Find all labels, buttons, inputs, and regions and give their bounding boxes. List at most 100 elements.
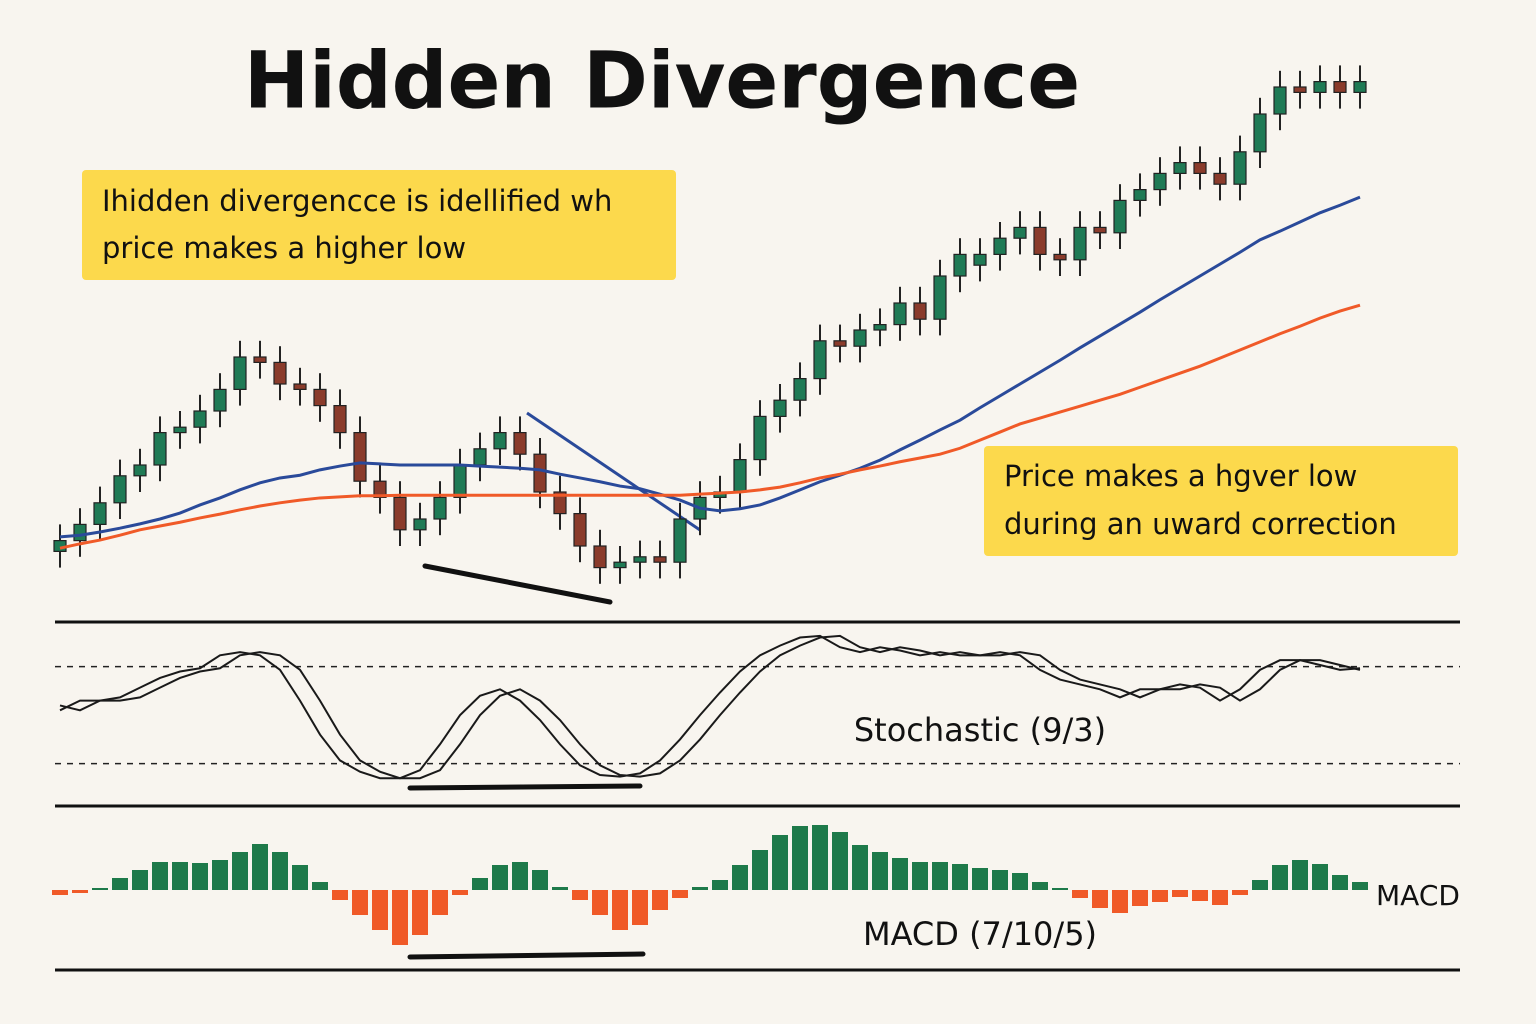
histogram-bar <box>612 890 628 930</box>
candle-body <box>1313 80 1327 93</box>
histogram-bar <box>1112 890 1128 913</box>
histogram-bar <box>172 862 188 890</box>
candle-body <box>1033 226 1047 255</box>
candle-body <box>193 410 207 428</box>
candle-body <box>253 356 267 364</box>
candle-body <box>1193 162 1207 175</box>
candle-body <box>613 561 627 569</box>
candle-body <box>1173 162 1187 175</box>
histogram-bar <box>232 852 248 890</box>
histogram-bar <box>732 865 748 890</box>
histogram-bar <box>1092 890 1108 908</box>
candle-body <box>473 448 487 466</box>
candle-body <box>113 475 127 504</box>
candle-body <box>453 464 467 499</box>
oscillator-line <box>59 634 1361 780</box>
candle-body <box>853 329 867 347</box>
trend-line <box>422 563 613 605</box>
candle-body <box>293 383 307 391</box>
histogram-bar <box>952 864 968 890</box>
candle-body <box>1353 80 1367 93</box>
candle-body <box>1133 189 1147 202</box>
histogram-bar <box>412 890 428 935</box>
histogram-bar <box>1032 882 1048 890</box>
candle-body <box>953 253 967 277</box>
histogram-bar <box>992 870 1008 890</box>
panel-title: MACD (7/10/5) <box>863 915 1097 953</box>
histogram-bar <box>152 862 168 890</box>
candle-body <box>153 432 167 466</box>
candle-body <box>973 253 987 266</box>
candle-body <box>353 432 367 482</box>
histogram-bar <box>72 890 88 893</box>
candle-body <box>1113 199 1127 234</box>
candle-body <box>93 502 107 525</box>
candle-body <box>1233 151 1247 185</box>
candle-body <box>793 378 807 401</box>
histogram-bar <box>1192 890 1208 901</box>
candle-body <box>533 453 547 493</box>
histogram-bar <box>52 890 68 895</box>
candle-body <box>993 237 1007 255</box>
candle-body <box>593 545 607 569</box>
candle-body <box>173 426 187 434</box>
histogram-bar <box>1352 882 1368 890</box>
candle-body <box>1333 80 1347 93</box>
histogram-bar <box>292 865 308 890</box>
panel-title: Stochastic (9/3) <box>854 711 1106 749</box>
candle-body <box>133 464 147 477</box>
candle-body <box>673 518 687 563</box>
histogram-bar <box>792 826 808 890</box>
histogram-bar <box>132 870 148 890</box>
candle-body <box>373 480 387 499</box>
histogram-bar <box>652 890 668 910</box>
candle-body <box>653 556 667 563</box>
candle-body <box>873 324 887 331</box>
panel-label: MACD <box>1376 879 1460 912</box>
moving-average <box>59 303 1361 550</box>
candle-body <box>573 512 587 547</box>
histogram-bar <box>832 832 848 890</box>
histogram-bar <box>572 890 588 900</box>
trend-line <box>407 783 643 791</box>
candle-body <box>233 356 247 391</box>
candle-body <box>1253 113 1267 153</box>
annotation-box <box>984 446 1458 556</box>
histogram-bar <box>1212 890 1228 905</box>
candle-body <box>333 405 347 434</box>
histogram-bar <box>552 887 568 890</box>
candle-body <box>813 340 827 380</box>
histogram-bar <box>452 890 468 895</box>
histogram-bar <box>632 890 648 925</box>
histogram-bar <box>892 858 908 890</box>
candle-body <box>933 275 947 320</box>
histogram-bar <box>1152 890 1168 902</box>
candle-body <box>1213 172 1227 185</box>
histogram-bar <box>912 862 928 890</box>
candle-body <box>1053 253 1067 261</box>
histogram-bar <box>372 890 388 930</box>
histogram-bar <box>92 888 108 890</box>
histogram-bar <box>1312 864 1328 890</box>
histogram-bar <box>272 852 288 890</box>
candle-body <box>213 388 227 412</box>
histogram-bar <box>1132 890 1148 906</box>
candle-body <box>1013 226 1027 239</box>
candle-body <box>753 415 767 461</box>
histogram-bar <box>1012 873 1028 890</box>
candle-body <box>913 302 927 320</box>
candle-body <box>893 302 907 326</box>
histogram-bar <box>672 890 688 898</box>
histogram-bar <box>252 844 268 890</box>
candle-body <box>493 432 507 450</box>
histogram-bar <box>312 882 328 890</box>
histogram-bar <box>872 852 888 890</box>
candle-body <box>773 399 787 418</box>
histogram-bar <box>332 890 348 900</box>
oscillator-line <box>59 634 1361 780</box>
moving-average <box>59 195 1361 539</box>
candle-body <box>1153 172 1167 191</box>
candle-body <box>633 556 647 563</box>
histogram-bar <box>592 890 608 915</box>
histogram-bar <box>752 850 768 890</box>
